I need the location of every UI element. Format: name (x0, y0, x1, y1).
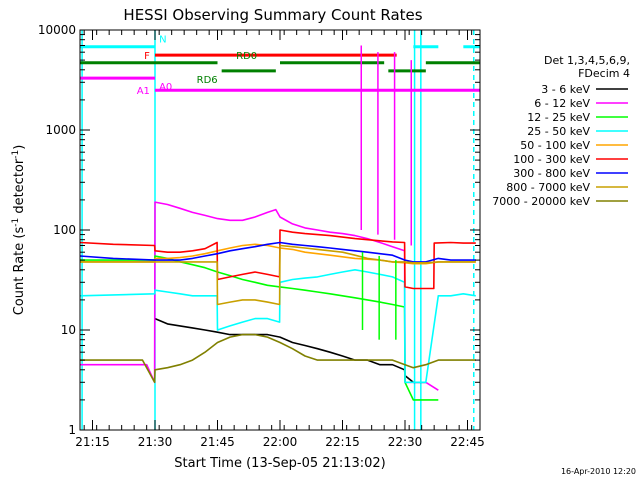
flag-bar-label: A0 (159, 82, 172, 93)
spike-lines (360, 45, 412, 340)
y-tick-label: 1000 (45, 123, 76, 137)
y-label-part: ) (12, 145, 27, 150)
legend-label: 12 - 25 keV (527, 111, 590, 124)
x-tick-label: 22:30 (388, 435, 423, 449)
x-axis-ticks: 21:15 21:30 21:45 22:00 22:15 22:30 22:45 (75, 30, 485, 449)
series-line (80, 244, 476, 306)
y-axis-ticks: 1 10 100 1000 10000 (38, 23, 480, 437)
series-line (80, 243, 476, 265)
y-tick-label: 1 (68, 423, 76, 437)
legend-label: 3 - 6 keV (541, 83, 590, 96)
chart-title: HESSI Observing Summary Count Rates (123, 6, 422, 24)
legend-label: 50 - 100 keV (520, 139, 590, 152)
series-line (79, 241, 476, 263)
data-series-group (79, 201, 476, 401)
y-axis-label: Count Rate (s-1 detector-1) (11, 145, 27, 316)
series-line (80, 201, 439, 391)
legend-header-line: FDecim 4 (578, 67, 630, 80)
x-tick-label: 22:45 (450, 435, 485, 449)
y-tick-label: 10000 (38, 23, 76, 37)
legend-label: 6 - 12 keV (534, 97, 590, 110)
x-axis-label: Start Time (13-Sep-05 21:13:02) (174, 456, 385, 471)
series-line (79, 268, 476, 384)
x-tick-label: 21:15 (75, 435, 110, 449)
x-tick-label: 21:30 (138, 435, 173, 449)
plot-area: NF RD0 RD6 A0 A1 (79, 30, 480, 430)
flag-bar-label: RD0 (236, 51, 257, 62)
y-label-superscript: -1 (11, 218, 21, 227)
y-tick-label: 10 (61, 323, 76, 337)
y-label-part: detector (12, 158, 27, 218)
series-line (80, 255, 439, 401)
legend-label: 800 - 7000 keV (506, 181, 590, 194)
legend-label: 300 - 800 keV (513, 167, 590, 180)
series-line (79, 229, 476, 290)
timestamp: 16-Apr-2010 12:20 (561, 467, 636, 476)
series-line (80, 333, 476, 384)
flag-bar-label: F (144, 51, 150, 62)
legend-label: 25 - 50 keV (527, 125, 590, 138)
legend-header-line: Det 1,3,4,5,6,9, (544, 54, 630, 67)
x-tick-label: 21:45 (200, 435, 235, 449)
flag-bar-label: A1 (137, 86, 150, 97)
legend-label: 7000 - 20000 keV (492, 195, 590, 208)
flag-bars: NF RD0 RD6 A0 A1 (80, 35, 480, 97)
y-tick-label: 100 (53, 223, 76, 237)
legend-label: 100 - 300 keV (513, 153, 590, 166)
x-tick-label: 22:00 (263, 435, 298, 449)
series-line (154, 317, 426, 384)
flag-bar-label: N (159, 35, 166, 46)
y-label-superscript: -1 (11, 150, 21, 159)
x-tick-label: 22:15 (325, 435, 360, 449)
y-label-part: Count Rate (s (12, 227, 27, 316)
flag-bar-label: RD6 (197, 75, 218, 86)
